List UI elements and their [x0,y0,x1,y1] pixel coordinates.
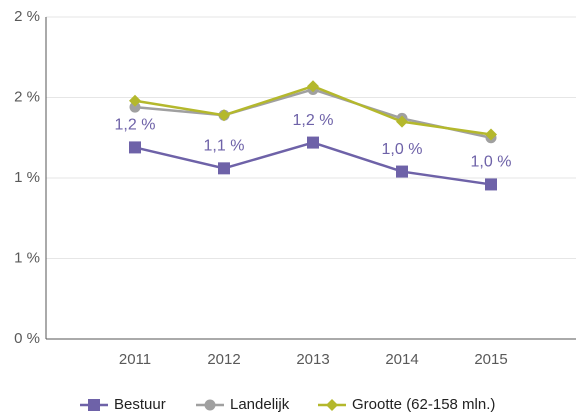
legend-label: Bestuur [114,396,166,413]
x-tick-label: 2013 [296,351,329,368]
legend-marker [88,399,100,411]
marker [396,165,408,178]
marker [129,141,141,154]
data-label: 1,0 % [471,154,512,171]
y-tick-label: 1 % [14,249,40,266]
marker [307,136,319,149]
data-label: 1,2 % [115,117,156,134]
y-tick-label: 2 % [14,8,40,25]
x-tick-label: 2014 [385,351,418,368]
marker [485,128,497,141]
legend-marker [326,399,338,411]
grid [46,16,576,340]
marker [485,178,497,191]
marker [307,80,319,93]
data-label: 1,2 % [293,112,334,129]
legend-label: Landelijk [230,396,290,413]
marker [396,115,408,128]
marker [129,101,141,113]
data-label: 1,0 % [382,141,423,158]
x-tick-label: 2011 [119,351,151,368]
marker [129,94,141,107]
legend-label: Grootte (62-158 mln.) [352,396,495,413]
data-label: 1,1 % [204,138,245,155]
x-tick-label: 2015 [474,351,507,368]
y-tick-label: 2 % [14,88,40,105]
y-tick-label: 1 % [14,169,40,186]
x-tick-label: 2012 [207,351,240,368]
y-tick-label: 0 % [14,330,40,347]
legend-marker [204,399,216,411]
marker [218,162,230,175]
marker [218,109,230,122]
